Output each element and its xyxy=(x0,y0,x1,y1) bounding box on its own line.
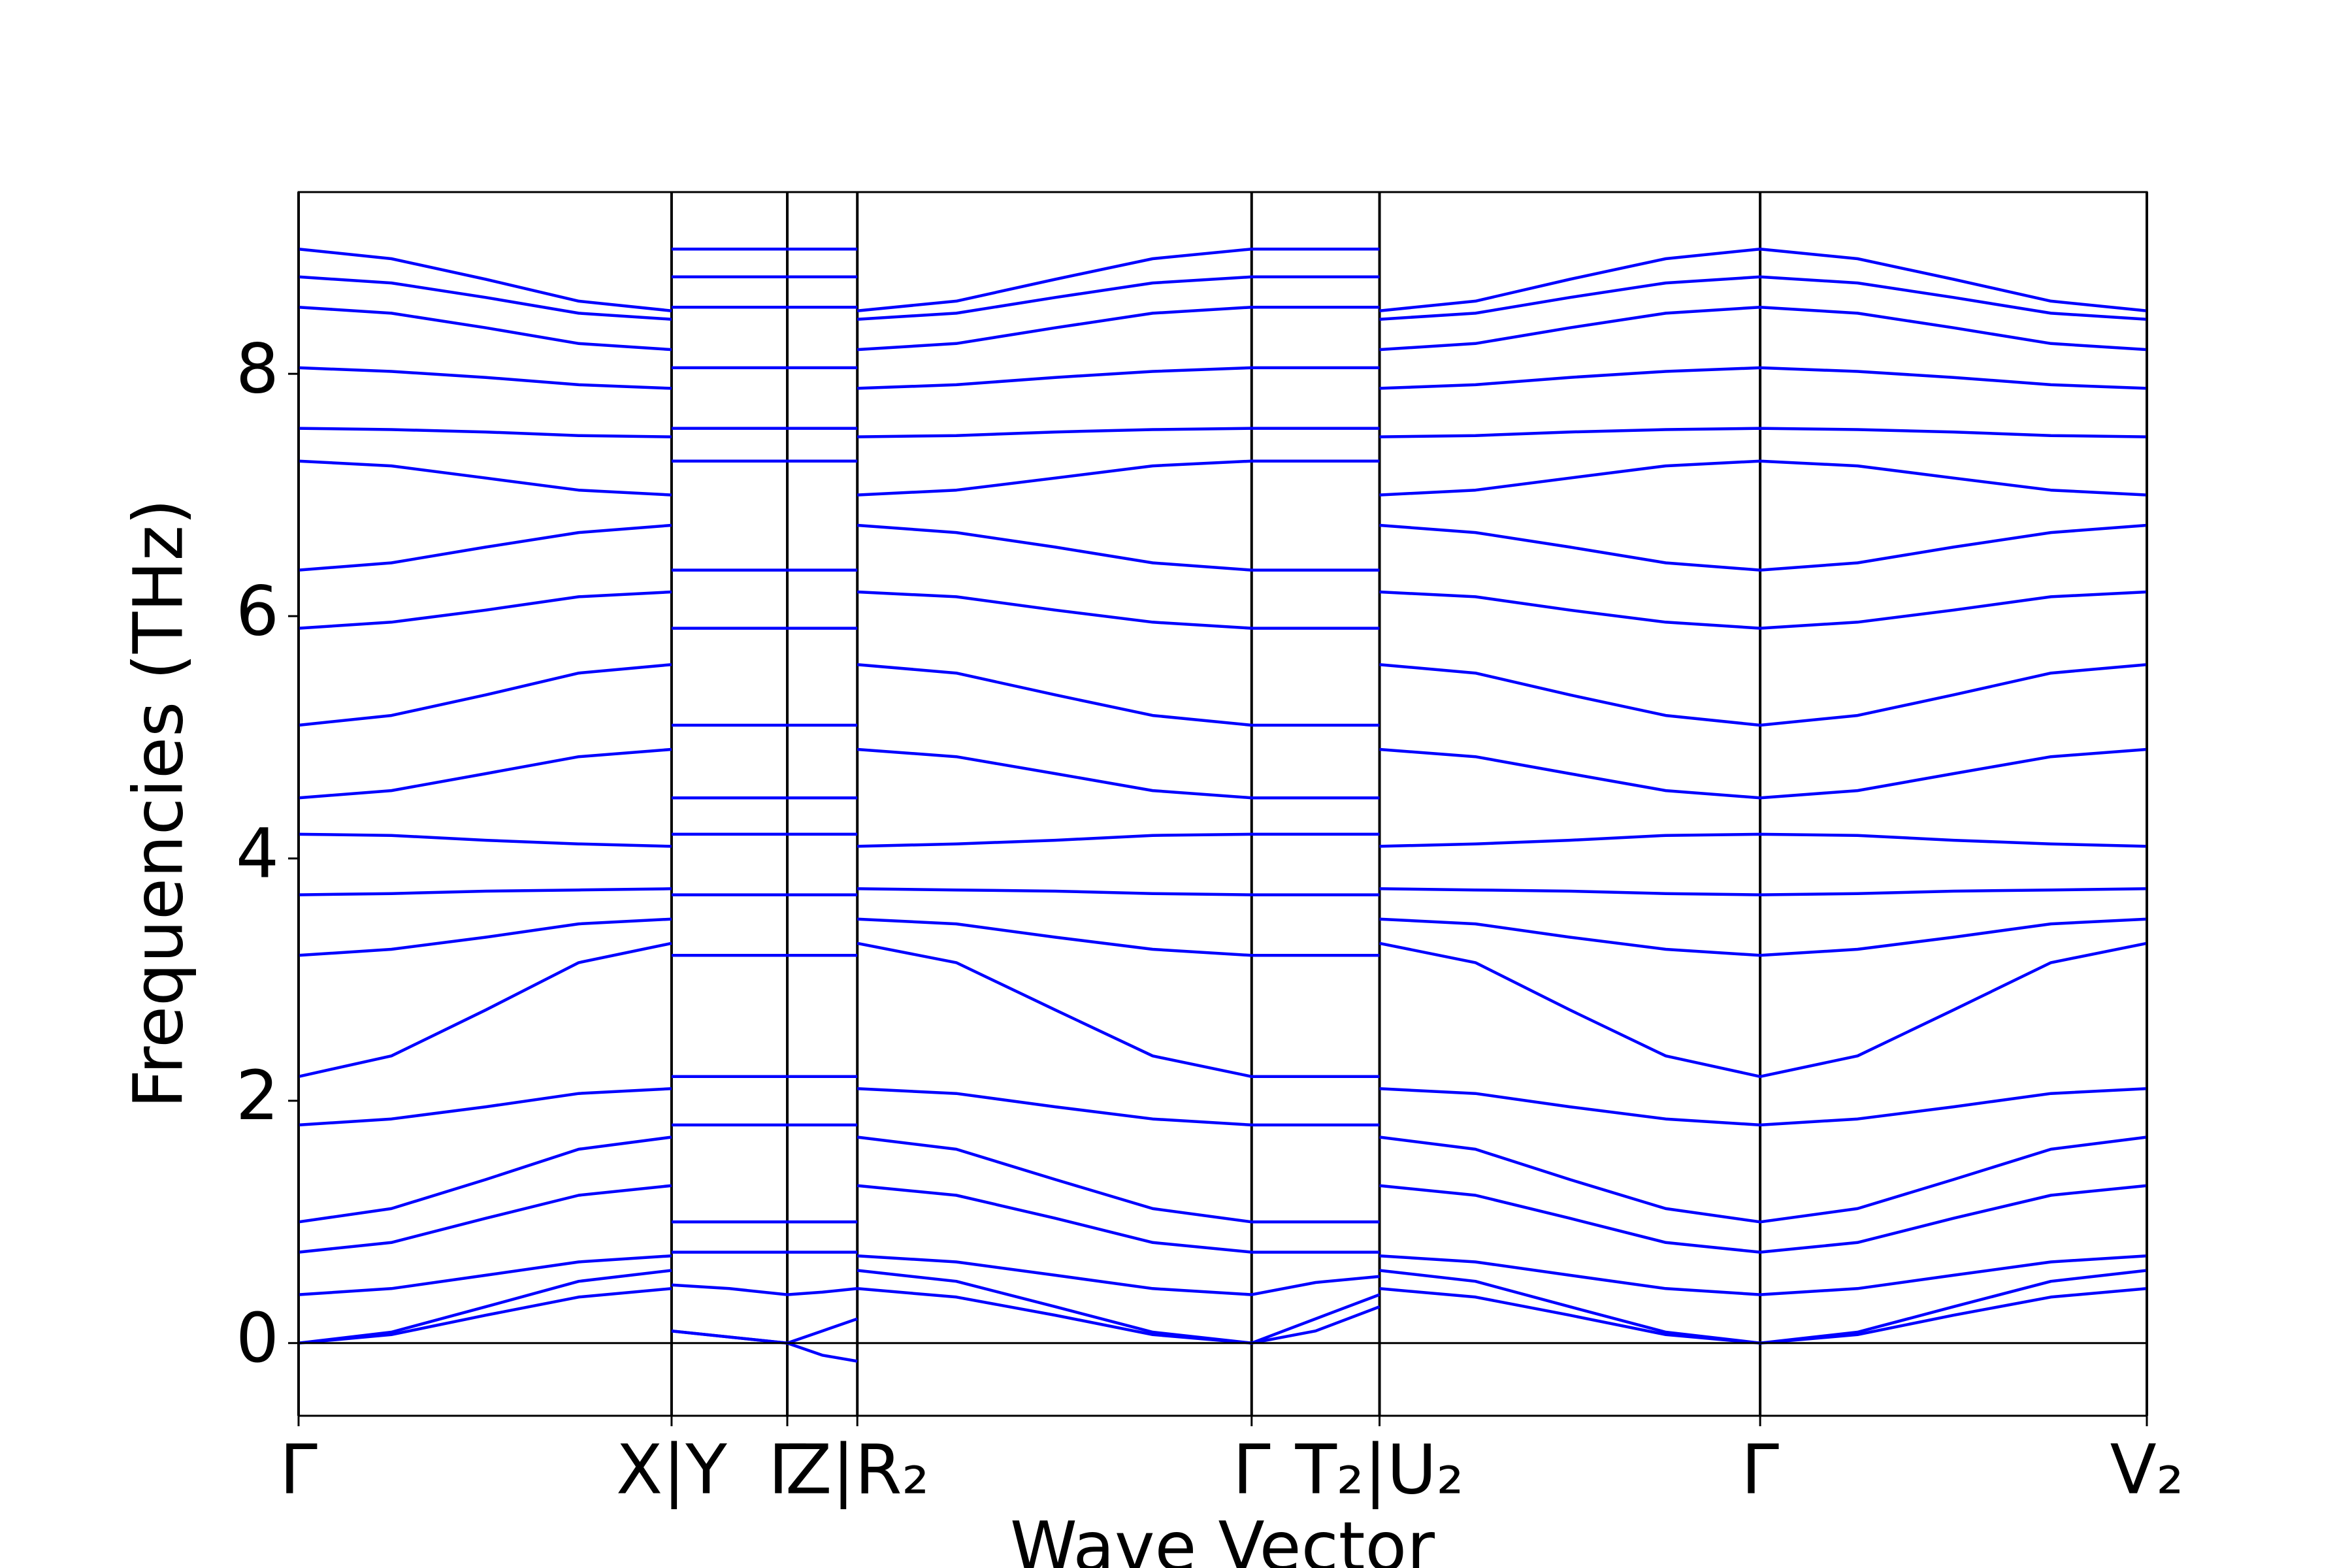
plot-frame xyxy=(297,191,2148,1417)
band xyxy=(298,887,2148,896)
x-tick-label: X|Y xyxy=(616,1429,727,1509)
band xyxy=(298,1087,2148,1127)
band xyxy=(298,366,2148,390)
y-tick-label: 4 xyxy=(236,813,279,893)
band xyxy=(298,427,2148,438)
band xyxy=(298,941,2148,1079)
x-axis-label: Wave Vector xyxy=(1010,1507,1435,1568)
band xyxy=(298,1287,2148,1363)
y-axis-label: Frequencies (THz) xyxy=(118,498,198,1108)
band xyxy=(298,590,2148,630)
band xyxy=(298,747,2148,800)
band xyxy=(298,1184,2148,1254)
y-tick-label: 2 xyxy=(236,1056,279,1135)
x-tick-label: Γ xyxy=(1233,1429,1271,1509)
y-tick-label: 0 xyxy=(236,1298,279,1378)
band xyxy=(298,523,2148,572)
band xyxy=(298,832,2148,848)
x-tick-label: Γ xyxy=(768,1429,806,1509)
band xyxy=(298,917,2148,957)
x-tick-label: Γ xyxy=(1741,1429,1779,1509)
x-tick-label: Z|R₂ xyxy=(785,1429,929,1509)
x-tick-label: V₂ xyxy=(2110,1429,2184,1509)
band xyxy=(298,1254,2148,1296)
band xyxy=(298,662,2148,727)
band xyxy=(298,1135,2148,1224)
band xyxy=(298,247,2148,312)
y-tick-label: 6 xyxy=(236,571,279,651)
x-tick-label: T₂|U₂ xyxy=(1294,1429,1463,1509)
band xyxy=(298,305,2148,351)
band xyxy=(298,275,2148,321)
band xyxy=(298,459,2148,497)
y-tick-label: 8 xyxy=(236,329,279,408)
x-tick-label: Γ xyxy=(280,1429,318,1509)
